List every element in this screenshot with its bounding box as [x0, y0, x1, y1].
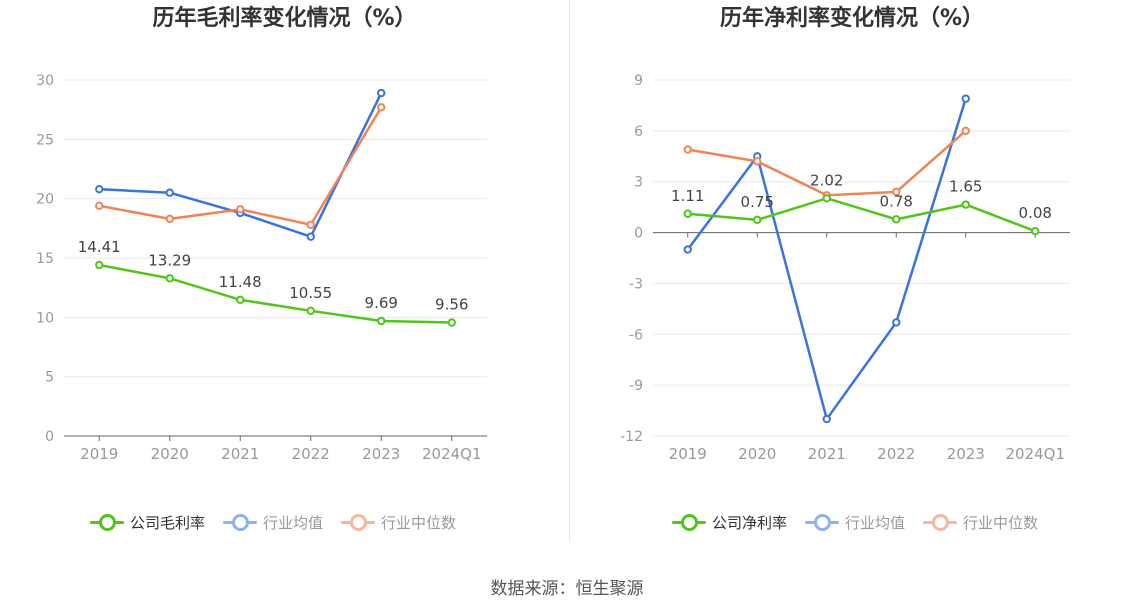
data-label: 2.02 — [810, 171, 843, 189]
data-point — [447, 318, 456, 327]
legend-swatch-median — [341, 514, 376, 531]
data-point — [306, 220, 315, 229]
data-point — [1031, 227, 1040, 236]
data-point — [961, 126, 970, 136]
legend-item-industry-average[interactable]: 行业均值 — [223, 512, 323, 533]
y-tick-label: 0 — [45, 429, 54, 445]
y-tick-label: 9 — [634, 73, 643, 89]
data-point — [377, 88, 386, 98]
data-point — [892, 187, 901, 197]
data-point — [961, 94, 970, 103]
x-tick-label: 2020 — [151, 445, 189, 463]
data-point — [165, 214, 174, 224]
data-point — [306, 306, 315, 316]
net-margin-legend: 公司净利率 行业均值 行业中位数 — [672, 510, 1056, 534]
series-line — [687, 197, 1036, 233]
data-source-footer: 数据来源：恒生聚源 — [490, 579, 644, 599]
legend-label: 行业中位数 — [381, 513, 457, 532]
net-margin-chart-title: 历年净利率变化情况（%） — [719, 6, 985, 31]
legend-label: 公司毛利率 — [130, 513, 206, 532]
legend-item-company-net-margin[interactable]: 公司净利率 — [672, 512, 787, 533]
legend-swatch-median — [923, 514, 958, 531]
y-tick-label: -9 — [629, 378, 643, 394]
data-point — [377, 103, 386, 112]
net-margin-line-chart: -12 -9 -6 -3 0 3 6 9 2019 2020 2021 2022 2023 2024Q1 1… — [620, 73, 1070, 463]
y-tick-label: 25 — [36, 132, 54, 148]
data-point — [165, 274, 174, 283]
y-tick-label: 30 — [36, 73, 54, 89]
y-tick-label: 15 — [36, 251, 54, 267]
x-tick-label: 2022 — [292, 445, 330, 463]
data-point — [892, 318, 901, 327]
data-label: 13.29 — [148, 251, 191, 269]
data-point — [683, 245, 692, 254]
legend-label: 行业均值 — [263, 513, 324, 532]
legend-item-industry-average[interactable]: 行业均值 — [805, 512, 905, 533]
x-tick-label: 2019 — [80, 445, 118, 463]
data-point — [236, 205, 245, 214]
data-point — [822, 414, 831, 424]
legend-label: 行业中位数 — [963, 513, 1039, 532]
y-tick-label: 5 — [45, 370, 54, 386]
data-point — [95, 184, 104, 194]
y-tick-label: -12 — [620, 429, 643, 445]
x-tick-label: 2024Q1 — [1005, 445, 1065, 463]
x-tick-label: 2021 — [808, 445, 846, 463]
data-label: 9.56 — [435, 296, 468, 314]
x-tick-label: 2023 — [362, 445, 400, 463]
data-label: 1.65 — [949, 178, 982, 196]
data-point — [95, 260, 104, 270]
y-tick-label: 0 — [634, 226, 643, 242]
data-label: 1.11 — [671, 187, 704, 205]
legend-swatch-company — [672, 514, 706, 531]
legend-label: 行业均值 — [845, 513, 906, 532]
x-tick-label: 2024Q1 — [422, 445, 482, 463]
data-point — [892, 215, 901, 224]
y-tick-label: -3 — [629, 276, 643, 292]
gross-margin-chart-title: 历年毛利率变化情况（%） — [152, 6, 417, 31]
data-point — [753, 157, 762, 166]
data-point — [683, 145, 692, 154]
y-tick-label: 6 — [634, 124, 643, 140]
series-line — [686, 98, 967, 421]
y-tick-label: 20 — [36, 192, 54, 208]
legend-label: 公司净利率 — [712, 513, 788, 532]
series-line — [99, 263, 452, 324]
y-tick-label: 3 — [634, 175, 643, 191]
data-label: 0.75 — [741, 193, 774, 211]
gross-margin-legend: 公司毛利率 行业均值 行业中位数 — [90, 510, 474, 534]
legend-item-company-gross-margin[interactable]: 公司毛利率 — [90, 512, 205, 533]
data-label: 0.08 — [1019, 204, 1052, 222]
legend-swatch-average — [223, 514, 258, 531]
data-label: 11.48 — [219, 273, 262, 291]
x-tick-label: 2020 — [738, 445, 776, 463]
legend-item-industry-median[interactable]: 行业中位数 — [341, 512, 456, 533]
data-label: 9.69 — [365, 294, 398, 312]
x-tick-label: 2023 — [947, 445, 985, 463]
data-label: 14.41 — [78, 238, 121, 256]
legend-swatch-company — [90, 514, 124, 531]
gross-margin-line-chart: 0 5 10 15 20 25 30 2019 2020 2021 2022 2023 2024Q1 14… — [36, 73, 487, 463]
data-point — [236, 295, 245, 304]
data-point — [377, 316, 386, 326]
data-point — [753, 215, 762, 225]
panel-divider — [569, 0, 570, 542]
data-point — [95, 201, 104, 210]
data-label: 0.78 — [880, 192, 913, 210]
data-point — [961, 200, 970, 209]
x-tick-label: 2021 — [221, 445, 259, 463]
data-point — [306, 232, 315, 241]
y-tick-label: 10 — [36, 310, 54, 326]
data-label: 10.55 — [289, 284, 332, 302]
y-tick-label: -6 — [629, 327, 643, 343]
x-tick-label: 2019 — [669, 445, 707, 463]
legend-item-industry-median[interactable]: 行业中位数 — [923, 512, 1038, 533]
data-point — [683, 209, 692, 218]
legend-swatch-average — [805, 514, 840, 531]
data-point — [165, 188, 174, 197]
data-point — [822, 194, 831, 203]
x-tick-label: 2022 — [877, 445, 915, 463]
